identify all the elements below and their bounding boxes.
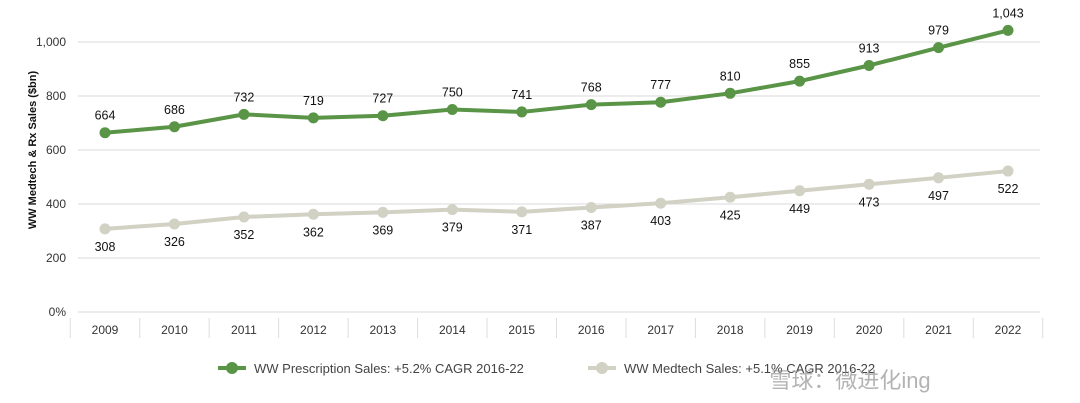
prescription-data-label: 664	[95, 109, 116, 123]
series	[99, 24, 1014, 235]
medtech-data-label: 449	[789, 202, 810, 216]
medtech-data-label: 369	[372, 223, 393, 237]
prescription-data-label: 913	[859, 41, 880, 55]
y-axis-label: WW Medtech & Rx Sales ($bn)	[27, 71, 39, 230]
x-tick-label: 2015	[508, 323, 535, 337]
gridlines	[78, 41, 1040, 313]
medtech-point	[724, 191, 736, 203]
medtech-point	[238, 211, 250, 223]
x-tick-label: 2013	[369, 323, 396, 337]
prescription-data-label: 732	[233, 90, 254, 104]
medtech-point	[863, 178, 875, 190]
medtech-data-label: 473	[859, 195, 880, 209]
prescription-point	[724, 87, 736, 99]
prescription-point	[863, 59, 875, 71]
prescription-point	[794, 75, 806, 87]
prescription-data-label: 686	[164, 103, 185, 117]
x-tick-label: 2019	[786, 323, 813, 337]
medtech-data-label: 352	[233, 228, 254, 242]
y-tick-label: 400	[46, 197, 66, 211]
prescription-point	[933, 42, 945, 54]
prescription-data-label: 727	[372, 92, 393, 106]
x-tick-label: 2018	[717, 323, 744, 337]
legend-label: WW Prescription Sales: +5.2% CAGR 2016-2…	[254, 361, 524, 376]
prescription-point	[377, 110, 389, 122]
legend-label: WW Medtech Sales: +5.1% CAGR 2016-22	[624, 361, 875, 376]
prescription-data-label: 1,043	[992, 6, 1023, 20]
prescription-data-label: 741	[511, 88, 532, 102]
medtech-data-label: 387	[581, 219, 602, 233]
legend-item-prescription: WW Prescription Sales: +5.2% CAGR 2016-2…	[218, 361, 524, 376]
medtech-data-label: 379	[442, 221, 463, 235]
medtech-point	[516, 206, 528, 218]
prescription-data-label: 719	[303, 94, 324, 108]
y-tick-label: 1,000	[36, 35, 66, 49]
x-tick-label: 2016	[578, 323, 605, 337]
y-tick-label: 600	[46, 143, 66, 157]
medtech-data-label: 371	[511, 223, 532, 237]
medtech-data-label: 326	[164, 235, 185, 249]
prescription-point	[446, 104, 458, 115]
prescription-data-label: 768	[581, 81, 602, 95]
x-tick-label: 2012	[300, 323, 327, 337]
prescription-point	[99, 127, 111, 139]
prescription-sales-line	[104, 28, 1009, 135]
prescription-data-label: 777	[650, 78, 671, 92]
prescription-data-label: 855	[789, 57, 810, 71]
medtech-point	[446, 204, 458, 216]
legend-marker	[226, 362, 238, 374]
medtech-data-label: 497	[928, 189, 949, 203]
legend-item-medtech: WW Medtech Sales: +5.1% CAGR 2016-22	[588, 361, 875, 376]
medtech-point	[99, 223, 111, 235]
prescription-data-label: 979	[928, 24, 949, 38]
prescription-data-label: 810	[720, 69, 741, 83]
medtech-point	[585, 202, 597, 214]
medtech-point	[377, 206, 389, 218]
x-axis: 2009 2010 2011 2012 2013 2014 2015 2016 2017 2018…	[69, 318, 1044, 338]
medtech-point	[1002, 165, 1014, 177]
watermark: 雪球：微进化ing	[769, 368, 930, 393]
x-tick-label: 2017	[647, 323, 674, 337]
medtech-sales-line	[104, 169, 1009, 231]
medtech-data-label: 425	[720, 208, 741, 222]
prescription-point	[585, 99, 597, 111]
medtech-data-label: 308	[95, 240, 116, 254]
prescription-point	[168, 121, 180, 133]
medtech-point	[655, 197, 667, 209]
legend-marker	[596, 362, 608, 374]
medtech-data-label: 362	[303, 225, 324, 239]
y-tick-label: 200	[46, 251, 66, 265]
x-tick-label: 2022	[995, 323, 1022, 337]
x-tick-label: 2010	[161, 323, 188, 337]
medtech-point	[168, 218, 180, 230]
y-axis: 0% 200 400 600 800 1,000	[36, 35, 66, 319]
prescription-point	[238, 108, 250, 120]
y-tick-label: 800	[46, 89, 66, 103]
x-tick-label: 2009	[92, 323, 119, 337]
x-tick-label: 2021	[925, 323, 952, 337]
prescription-point	[655, 96, 667, 108]
x-tick-label: 2020	[856, 323, 883, 337]
x-tick-label: 2014	[439, 323, 466, 337]
legend: WW Prescription Sales: +5.2% CAGR 2016-2…	[218, 361, 875, 376]
prescription-point	[307, 112, 319, 124]
medtech-point	[933, 172, 945, 184]
medtech-point	[794, 185, 806, 197]
prescription-data-label: 750	[442, 86, 463, 100]
medtech-data-label: 403	[650, 214, 671, 228]
y-tick-label: 0%	[49, 305, 67, 319]
prescription-point	[516, 106, 528, 118]
data-labels: 664 686 732 719 727 750 741 768 777 810 855 913 979 1…	[95, 6, 1024, 253]
prescription-point	[1002, 24, 1014, 36]
medtech-data-label: 522	[998, 182, 1019, 196]
medtech-point	[307, 208, 319, 220]
x-tick-label: 2011	[231, 323, 257, 337]
